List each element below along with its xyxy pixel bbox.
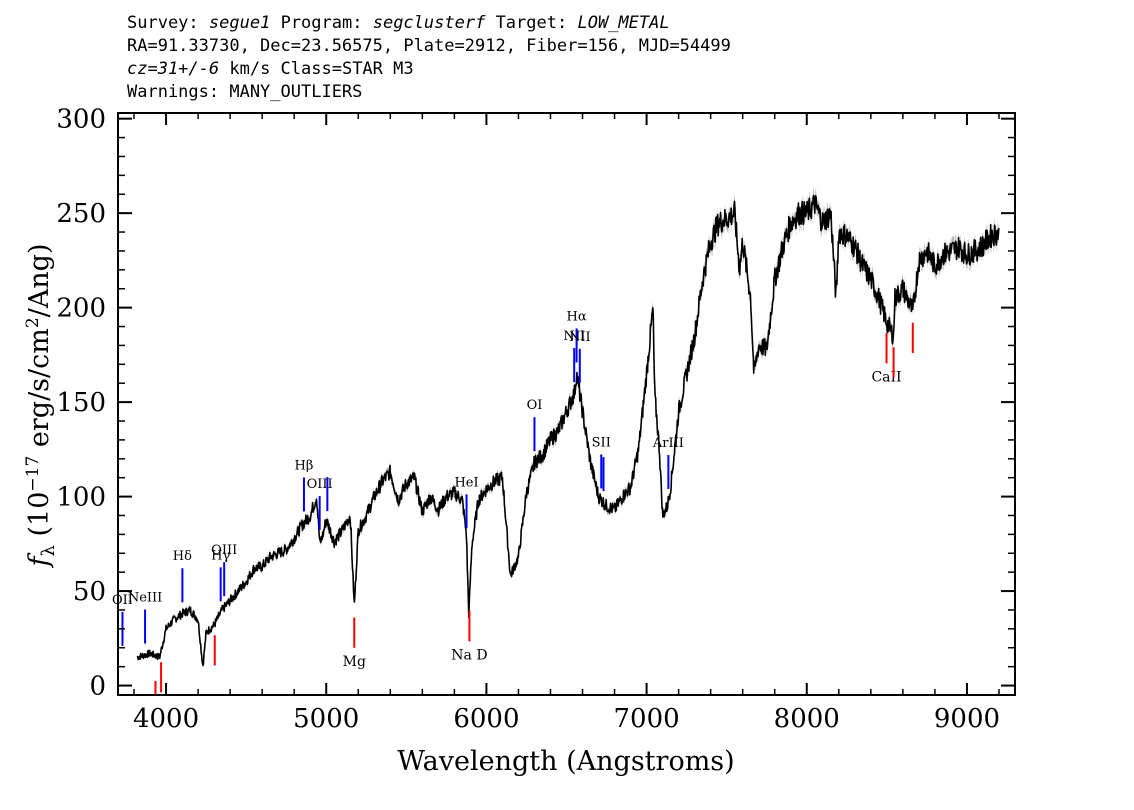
emission-line-label: Hα (567, 309, 587, 324)
spectrum-header: Survey: segue1 Program: segclusterf Targ… (127, 12, 731, 104)
emission-line-label: NeIII (128, 591, 162, 606)
y-tick-label: 300 (56, 105, 106, 135)
x-axis-label: Wavelength (Angstroms) (397, 746, 734, 777)
emission-line-label: OI (527, 398, 543, 413)
x-tick-label: 5000 (293, 704, 359, 734)
survey-label: Survey: (127, 13, 199, 33)
header-line-4: Warnings: MANY_OUTLIERS (127, 82, 363, 102)
absorption-line-label: Na D (451, 647, 487, 663)
emission-line-label: NII (569, 330, 591, 345)
y-tick-label: 250 (56, 199, 106, 229)
redshift-value: cz=31+/-6 (127, 59, 220, 79)
y-tick-label: 200 (56, 294, 106, 324)
redshift-units-class: km/s Class=STAR M3 (229, 59, 414, 79)
plot-frame (117, 112, 1016, 696)
header-line-2: RA=91.33730, Dec=23.56575, Plate=2912, F… (127, 36, 731, 56)
y-tick-label: 100 (56, 483, 106, 513)
survey-value: segue1 (208, 13, 271, 33)
emission-line-label: ArIII (652, 436, 684, 451)
emission-line-label: OIII (211, 543, 237, 558)
error-band (137, 188, 999, 668)
emission-line-label: OIII (307, 477, 333, 492)
emission-line-label: HeI (454, 475, 478, 490)
absorption-line-label: CaII (871, 369, 901, 385)
axis-ticks: 4000 5000 6000 7000 8000 9000 0 50 100 150 200 250 3… (56, 105, 1015, 734)
x-tick-label: 9000 (934, 704, 1000, 734)
header-line-3: cz=31+/-6 km/s Class=STAR M3 (127, 58, 731, 81)
emission-line-label: Hβ (295, 459, 314, 474)
absorption-lines: Mg Na D CaII (154, 322, 914, 695)
y-tick-label: 150 (56, 388, 106, 418)
emission-line-label: SII (592, 435, 611, 450)
x-tick-label: 4000 (133, 704, 199, 734)
spectrum-layer (136, 194, 1000, 667)
program-label: Program: (280, 13, 363, 33)
absorption-line-label: Mg (343, 654, 366, 670)
emission-line-label: Hδ (173, 549, 192, 564)
error-band-polygon (137, 188, 999, 668)
x-tick-label: 6000 (453, 704, 519, 734)
y-tick-label: 50 (73, 577, 106, 607)
y-tick-label: 0 (89, 672, 106, 702)
y-axis-label: fλ (10−17 erg/s/cm2/Ang) (23, 244, 59, 569)
emission-line-label: Hγ (211, 548, 230, 563)
target-value: LOW_METAL (577, 13, 670, 33)
x-tick-label: 8000 (774, 704, 840, 734)
x-tick-label: 7000 (614, 704, 680, 734)
target-label: Target: (495, 13, 568, 33)
program-value: segclusterf (372, 13, 486, 33)
header-line-1: Survey: segue1 Program: segclusterf Targ… (127, 12, 731, 35)
emission-line-label: NII (563, 329, 585, 344)
spectrum-line (136, 194, 1000, 667)
